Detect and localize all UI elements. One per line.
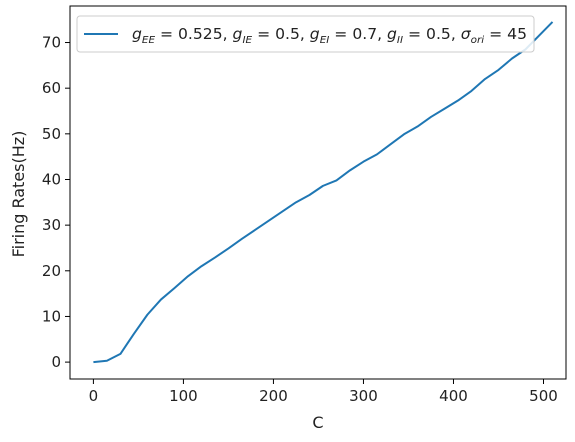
x-tick-label: 200 (259, 387, 288, 405)
x-tick-label: 400 (439, 387, 468, 405)
x-axis-label: C (312, 413, 323, 432)
x-tick-label: 0 (89, 387, 99, 405)
plot-area (69, 5, 567, 380)
y-tick-label: 20 (42, 262, 61, 280)
x-tick-label: 100 (169, 387, 198, 405)
x-tick-label: 300 (349, 387, 378, 405)
y-tick-label: 30 (42, 216, 61, 234)
y-axis-label: Firing Rates(Hz) (9, 131, 28, 258)
legend-entry-label: gEE = 0.525, gIE = 0.5, gEI = 0.7, gII =… (132, 25, 527, 46)
y-tick-label: 10 (42, 307, 61, 325)
y-axis-ticks: 0 10 20 30 40 50 60 70 (42, 34, 70, 371)
y-tick-label: 60 (42, 79, 61, 97)
legend-box (76, 15, 535, 53)
x-axis-ticks: 0 100 200 300 400 500 (89, 379, 558, 405)
legend: gEE = 0.525, gIE = 0.5, gEI = 0.7, gII =… (76, 15, 535, 53)
y-tick-label: 0 (51, 353, 61, 371)
y-tick-label: 70 (42, 34, 61, 52)
y-tick-label: 50 (42, 125, 61, 143)
x-tick-label: 500 (529, 387, 558, 405)
y-tick-label: 40 (42, 170, 61, 188)
series-layer (93, 21, 554, 364)
